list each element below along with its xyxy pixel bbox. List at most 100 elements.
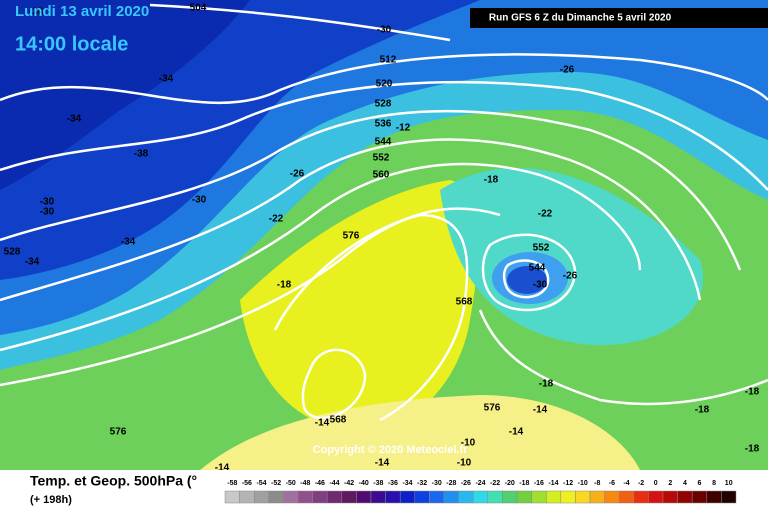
contour <box>0 138 702 302</box>
temperature-label: -26 <box>563 271 578 282</box>
legend-swatch <box>618 490 635 504</box>
legend-label: 2 <box>668 480 672 487</box>
legend-label: -38 <box>373 480 383 487</box>
legend-label: -22 <box>490 480 500 487</box>
legend-label: -44 <box>329 480 339 487</box>
legend-label: 6 <box>698 480 702 487</box>
legend-swatch <box>312 490 328 504</box>
legend-label: -46 <box>315 480 325 487</box>
temperature-label: -22 <box>538 209 553 220</box>
legend-swatch <box>341 490 357 504</box>
band-light-yellow <box>200 395 640 470</box>
time-text: 14:00 locale <box>15 33 128 55</box>
legend-swatch <box>691 490 708 504</box>
geopotential-label: 576 <box>343 231 360 242</box>
legend-label: -4 <box>623 480 629 487</box>
legend-swatch <box>648 490 664 504</box>
legend-swatch <box>443 490 459 504</box>
legend-label: -8 <box>594 480 600 487</box>
legend-label: -32 <box>417 480 427 487</box>
legend-swatch <box>721 490 737 504</box>
temperature-label: -30 <box>377 25 392 36</box>
temperature-label: -18 <box>539 379 554 390</box>
temperature-label: -34 <box>67 114 82 125</box>
run-box <box>470 8 768 28</box>
contour <box>481 233 577 312</box>
temperature-label: -30 <box>192 195 207 206</box>
geopotential-label: 576 <box>110 427 127 438</box>
temperature-label: -14 <box>533 405 548 416</box>
legend-label: -36 <box>388 480 398 487</box>
copyright: Copyright © 2020 Meteociel.fr <box>313 444 469 456</box>
legend-swatch <box>253 490 270 504</box>
legend-label: -26 <box>461 480 471 487</box>
legend-label: -48 <box>300 480 310 487</box>
geopotential-label: 528 <box>375 99 392 110</box>
geopotential-label: 528 <box>4 247 21 258</box>
legend-swatch <box>516 490 532 504</box>
temperature-label: -14 <box>509 427 524 438</box>
legend-swatch <box>472 490 489 504</box>
legend-label: -2 <box>638 480 644 487</box>
legend-swatch <box>429 490 445 504</box>
legend-swatch <box>297 490 313 504</box>
legend-label: -14 <box>548 480 558 487</box>
geopotential-label: 568 <box>456 297 473 308</box>
temperature-label: -34 <box>121 237 136 248</box>
legend-swatch <box>239 490 255 504</box>
geopotential-label: 520 <box>376 79 393 90</box>
legend-swatch <box>326 490 343 504</box>
legend-label: 4 <box>683 480 687 487</box>
contour <box>502 259 550 299</box>
geopotential-label: 560 <box>373 170 390 181</box>
contour <box>273 213 469 422</box>
legend-label: -24 <box>475 480 485 487</box>
legend-label: -10 <box>578 480 588 487</box>
contour <box>0 162 642 352</box>
geopotential-label: 544 <box>375 137 392 148</box>
legend-label: -40 <box>359 480 369 487</box>
legend-swatch <box>633 490 649 504</box>
legend-label: -52 <box>271 480 281 487</box>
legend-swatch <box>370 490 386 504</box>
geopotential-label: 504 <box>190 3 207 14</box>
temperature-label: -38 <box>134 149 149 160</box>
temperature-label: -26 <box>560 65 575 76</box>
legend-swatch <box>458 490 474 504</box>
legend-swatch <box>560 490 576 504</box>
legend-label: -12 <box>563 480 573 487</box>
geopotential-label: 544 <box>529 263 546 274</box>
geopotential-label: 536 <box>375 119 392 130</box>
legend-label: -34 <box>402 480 412 487</box>
footer-title: Temp. et Geop. 500hPa (° <box>30 473 197 489</box>
contour <box>0 80 768 191</box>
legend-swatch <box>414 490 430 504</box>
temperature-label: -14 <box>315 418 330 429</box>
legend-label: -16 <box>534 480 544 487</box>
legend-label: -30 <box>432 480 442 487</box>
contour <box>478 309 768 406</box>
legend-swatch <box>283 490 299 504</box>
temperature-label: -30 <box>40 197 55 208</box>
contour <box>149 3 451 42</box>
run-text: Run GFS 6 Z du Dimanche 5 avril 2020 <box>489 13 672 24</box>
legend-swatch <box>604 490 620 504</box>
legend-label: 8 <box>712 480 716 487</box>
temperature-label: -22 <box>269 214 284 225</box>
geopotential-label: 576 <box>484 403 501 414</box>
temperature-label: -10 <box>461 438 476 449</box>
legend-swatch <box>224 490 240 504</box>
temperature-label: -34 <box>25 257 40 268</box>
legend-label: 0 <box>654 480 658 487</box>
temperature-label: -30 <box>40 207 55 218</box>
temperature-label: -18 <box>277 280 292 291</box>
temperature-label: -14 <box>215 463 230 474</box>
geopotential-label: 568 <box>330 415 347 426</box>
contour <box>0 53 768 105</box>
legend-swatch <box>356 490 372 504</box>
color-legend: -58 -56 -54 -52 -50 -48 -46 -44 -42 -40 -38 -36 -34-… <box>224 480 737 504</box>
temperature-label: -18 <box>695 405 710 416</box>
date-text: Lundi 13 avril 2020 <box>15 3 149 20</box>
legend-swatch <box>589 490 605 504</box>
